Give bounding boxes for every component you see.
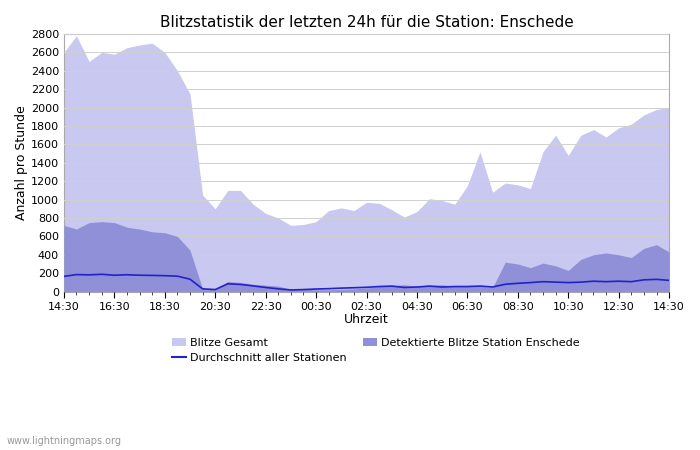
Title: Blitzstatistik der letzten 24h für die Station: Enschede: Blitzstatistik der letzten 24h für die S…	[160, 15, 573, 30]
X-axis label: Uhrzeit: Uhrzeit	[344, 313, 389, 326]
Legend: Blitze Gesamt, Durchschnitt aller Stationen, Detektierte Blitze Station Enschede: Blitze Gesamt, Durchschnitt aller Statio…	[172, 338, 580, 363]
Text: www.lightningmaps.org: www.lightningmaps.org	[7, 436, 122, 446]
Y-axis label: Anzahl pro Stunde: Anzahl pro Stunde	[15, 105, 28, 220]
